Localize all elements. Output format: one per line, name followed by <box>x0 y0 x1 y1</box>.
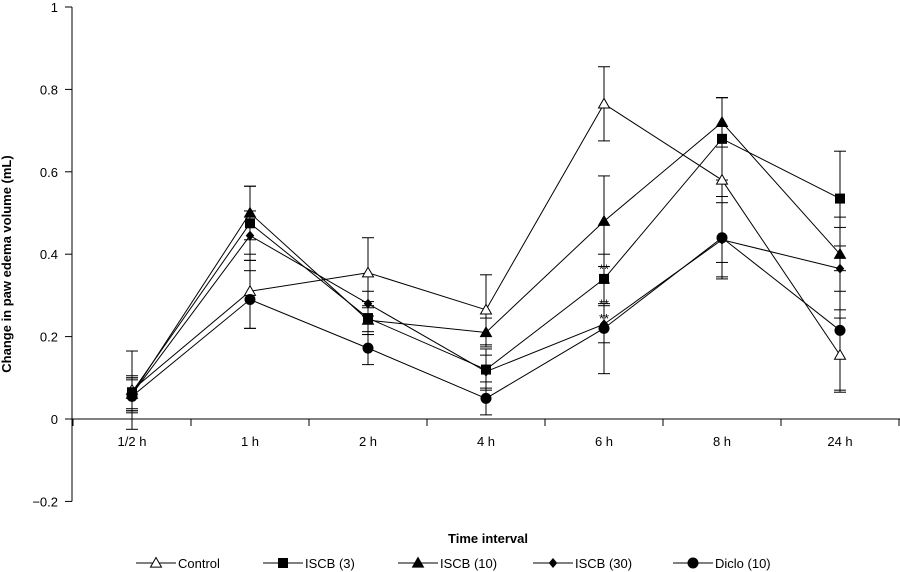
data-point-control <box>597 97 611 109</box>
x-tick-label: 1 h <box>241 434 259 449</box>
legend-marker-diclo-10 <box>687 557 699 569</box>
data-point-control <box>715 173 729 185</box>
data-point-control <box>361 266 375 278</box>
data-point-diclo-10 <box>126 390 138 402</box>
data-point-iscb-30 <box>363 298 373 309</box>
y-tick-label: 0.4 <box>40 247 58 262</box>
significance-annotations: ****** <box>599 262 609 326</box>
chart-axes: −0.2 0 0.2 0.4 0.6 0.8 1 1/2 h 1 h 2 h 4 h 6 h 8 h 24… <box>32 0 900 509</box>
y-tick-label: −0.2 <box>32 494 58 509</box>
y-tick-label: 0 <box>51 412 58 427</box>
legend-marker-iscb-30 <box>548 558 558 568</box>
chart-legend: Control ISCB (3) ISCB (10) ISCB (30) Diclo (… <box>136 556 771 571</box>
data-point-iscb-30 <box>481 366 491 377</box>
x-tick-label: 8 h <box>713 434 731 449</box>
data-point-control <box>833 348 847 360</box>
data-point-iscb-30 <box>835 263 845 274</box>
data-point-iscb-3 <box>599 273 609 284</box>
data-point-iscb-3 <box>245 218 255 229</box>
data-point-diclo-10 <box>480 392 492 404</box>
legend-marker-iscb-3 <box>278 558 288 568</box>
x-tick-label: 4 h <box>477 434 495 449</box>
legend-label-diclo-10: Diclo (10) <box>715 556 771 571</box>
y-tick-label: 0.2 <box>40 330 58 345</box>
legend-label-iscb-30: ISCB (30) <box>575 556 632 571</box>
y-tick-label: 0.8 <box>40 82 58 97</box>
significance-marker: ** <box>599 262 609 277</box>
legend-label-iscb-10: ISCB (10) <box>440 556 497 571</box>
data-point-iscb-10 <box>715 115 729 127</box>
data-point-diclo-10 <box>834 324 846 336</box>
series-markers <box>125 97 847 404</box>
legend-label-iscb-3: ISCB (3) <box>305 556 355 571</box>
legend-label-control: Control <box>178 556 220 571</box>
significance-marker: ** <box>599 311 609 326</box>
x-tick-label: 24 h <box>827 434 852 449</box>
data-point-diclo-10 <box>362 342 374 354</box>
data-point-diclo-10 <box>716 232 728 244</box>
legend-marker-iscb-10 <box>411 556 425 568</box>
data-point-iscb-30 <box>245 230 255 241</box>
data-point-iscb-10 <box>361 313 375 325</box>
data-point-control <box>479 303 493 315</box>
data-point-iscb-10 <box>243 206 257 218</box>
x-axis-title: Time interval <box>448 531 528 546</box>
y-tick-label: 1 <box>51 0 58 15</box>
data-point-iscb-10 <box>597 214 611 226</box>
x-tick-label: 1/2 h <box>118 434 147 449</box>
x-tick-label: 2 h <box>359 434 377 449</box>
x-tick-label: 6 h <box>595 434 613 449</box>
data-point-diclo-10 <box>244 294 256 306</box>
data-point-iscb-3 <box>835 193 845 204</box>
significance-marker: ** <box>599 297 609 312</box>
data-point-iscb-3 <box>717 133 727 144</box>
legend-marker-control <box>149 556 163 568</box>
data-point-diclo-10 <box>598 322 610 334</box>
data-point-iscb-10 <box>479 325 493 338</box>
y-axis-title: Change in paw edema volume (mL) <box>0 155 14 372</box>
data-point-iscb-10 <box>833 247 847 259</box>
y-tick-label: 0.6 <box>40 165 58 180</box>
